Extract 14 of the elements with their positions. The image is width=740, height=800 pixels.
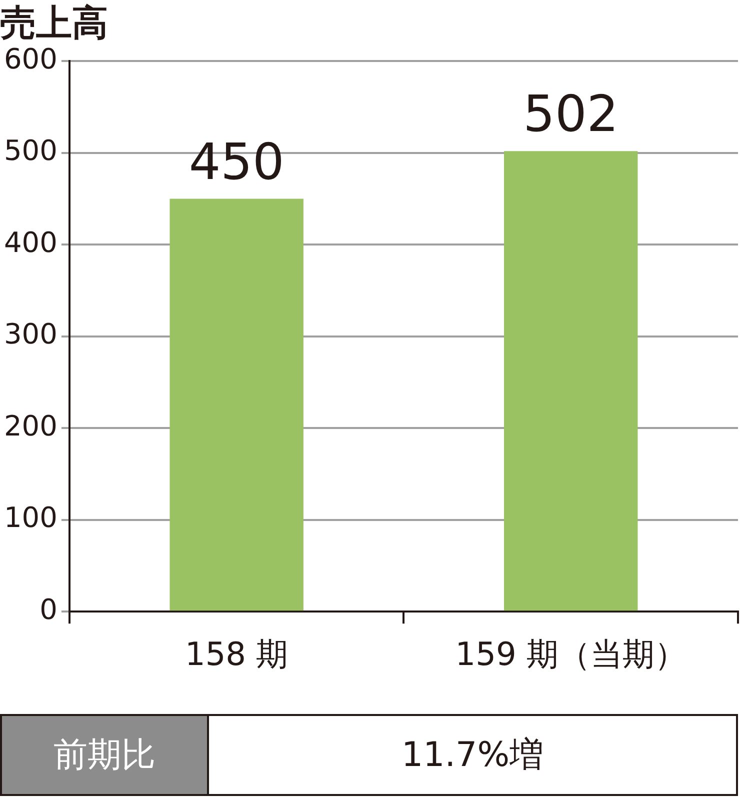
x-tick-label: 159 期（当期） <box>455 635 686 674</box>
text: 前期比 <box>2 716 209 794</box>
y-tick-label: 400 <box>4 226 58 259</box>
y-tick-label: 200 <box>4 409 58 442</box>
chart-title: 売上高 <box>0 2 108 44</box>
x-tick-label: 158 期 <box>184 635 288 674</box>
data-label: 502 <box>523 85 619 144</box>
y-tick-label: 0 <box>40 592 58 626</box>
y-tick-label: 600 <box>4 42 58 76</box>
y-tick-label: 300 <box>4 318 58 351</box>
y-tick-label: 500 <box>4 134 58 168</box>
data-label: 450 <box>188 132 284 191</box>
text: 11.7%増 <box>400 734 544 777</box>
y-tick-label: 100 <box>4 501 58 534</box>
